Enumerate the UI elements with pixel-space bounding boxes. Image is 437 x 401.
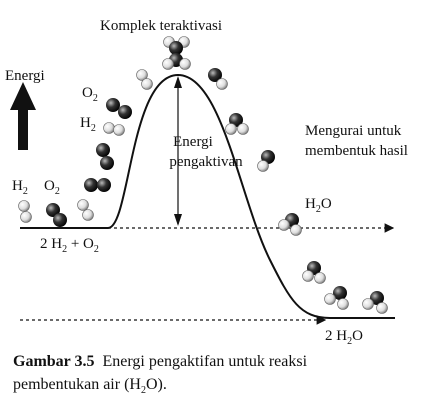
label: membentuk hasil xyxy=(305,143,408,159)
label: H2 xyxy=(80,115,96,134)
label: H2 xyxy=(12,178,28,197)
energy-curve xyxy=(20,73,395,319)
label: 2 H2O xyxy=(325,328,363,347)
text-part: 2 H xyxy=(325,328,347,344)
label: Energi xyxy=(173,134,213,150)
label: pengaktivan xyxy=(169,154,243,170)
subscript: 2 xyxy=(23,186,28,197)
label: O2 xyxy=(44,178,60,197)
energy-arrow xyxy=(10,82,36,150)
text-part: O). xyxy=(146,376,167,393)
text-part: O xyxy=(82,85,93,101)
label: Energi xyxy=(5,68,45,84)
subscript: 2 xyxy=(316,204,321,215)
caption: Gambar 3.5 Energi pengaktifan untuk reaks… xyxy=(13,353,308,370)
text-part: H xyxy=(305,196,316,212)
text-part: 2 H xyxy=(40,236,62,252)
text-part: O xyxy=(352,328,363,344)
text-part: O xyxy=(44,178,55,194)
caption: pembentukan air (H2O). xyxy=(13,376,167,396)
subscript: 2 xyxy=(62,244,67,255)
label: O2 xyxy=(82,85,98,104)
subscript: 2 xyxy=(91,123,96,134)
text-part: H xyxy=(80,115,91,131)
molecules xyxy=(18,36,388,314)
label: Komplek teraktivasi xyxy=(100,18,222,34)
subscript: 2 xyxy=(93,93,98,104)
subscript: 2 xyxy=(94,244,99,255)
text-part: pembentukan air (H xyxy=(13,376,141,393)
text-part: + O xyxy=(67,236,94,252)
label: Mengurai untuk xyxy=(305,123,402,139)
caption-text: Energi pengaktifan untuk reaksi xyxy=(102,353,307,370)
text-part: H xyxy=(12,178,23,194)
subscript: 2 xyxy=(55,186,60,197)
label: 2 H2 + O2 xyxy=(40,236,99,255)
text-part: O xyxy=(321,196,332,212)
subscript: 2 xyxy=(347,336,352,347)
label: H2O xyxy=(305,196,332,215)
caption-label: Gambar 3.5 xyxy=(13,353,94,370)
subscript: 2 xyxy=(141,385,146,396)
